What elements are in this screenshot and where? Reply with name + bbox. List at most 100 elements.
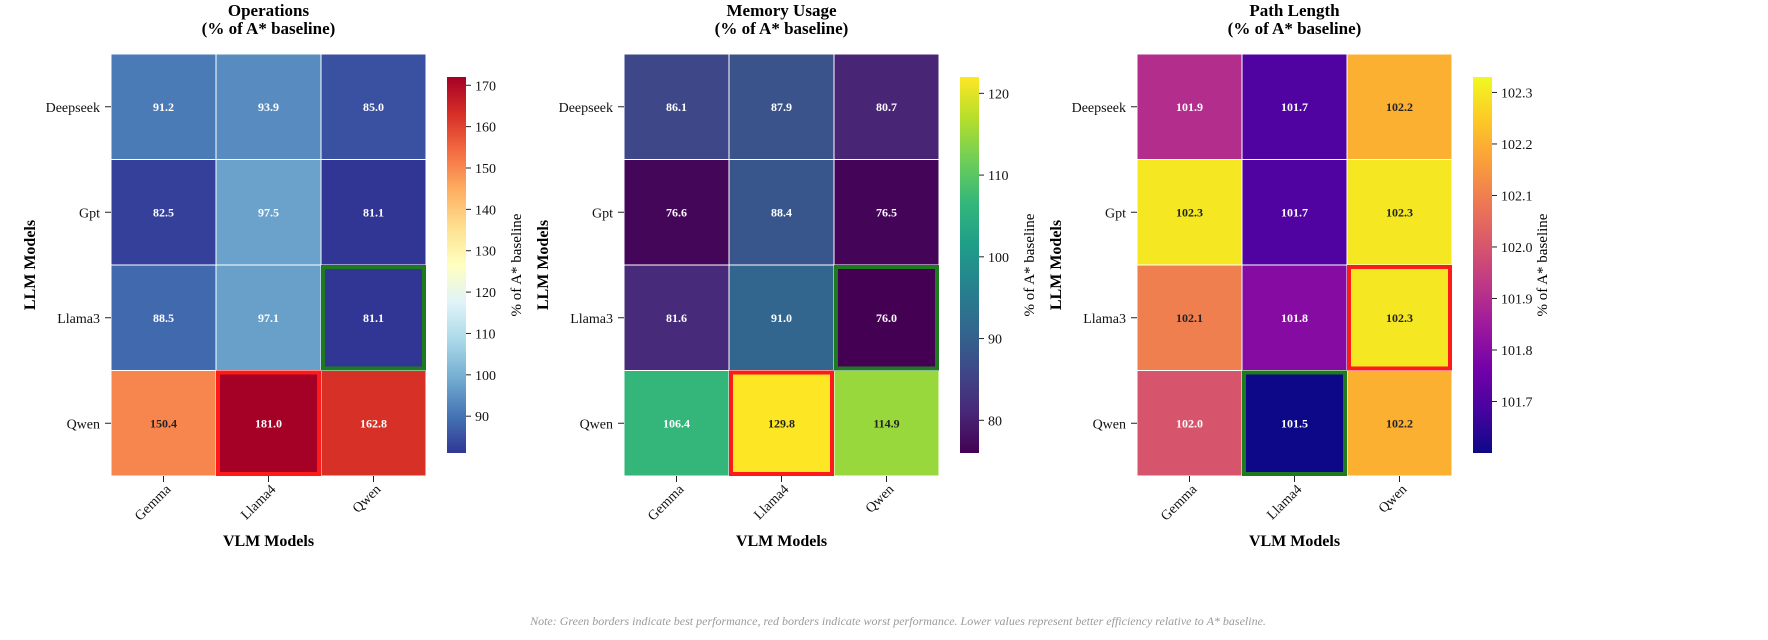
x-tick-label: Gemma — [132, 482, 174, 524]
colorbar-tick-label: 101.8 — [1501, 344, 1533, 359]
y-tick-label: Deepseek — [46, 101, 100, 116]
colorbar-tick-label: 80 — [988, 414, 1002, 429]
x-axis-label: VLM Models — [223, 533, 314, 550]
heatmap-cell — [1241, 159, 1348, 266]
x-tick-label: Gemma — [645, 482, 687, 524]
cell-value-label: 102.0 — [1176, 416, 1203, 430]
cell-value-label: 102.1 — [1176, 311, 1203, 325]
colorbar-tick-label: 90 — [988, 333, 1002, 348]
x-tick-label: Gemma — [1158, 482, 1200, 524]
heatmap-cell — [623, 159, 730, 266]
figure-note: Note: Green borders indicate best perfor… — [529, 614, 1266, 628]
cell-value-label: 162.8 — [360, 416, 387, 430]
heatmap-cell — [623, 370, 730, 477]
colorbar-tick-label: 100 — [988, 251, 1009, 266]
cell-value-label: 101.8 — [1281, 311, 1308, 325]
heatmap-cell — [833, 159, 940, 266]
cell-value-label: 81.1 — [363, 311, 384, 325]
colorbar-tick-label: 101.7 — [1501, 395, 1533, 410]
panel-title-line: (% of A* baseline) — [202, 19, 336, 38]
heatmap-cell — [320, 159, 427, 266]
cell-value-label: 97.5 — [258, 205, 279, 219]
heatmap-cell — [320, 53, 427, 160]
cell-value-label: 181.0 — [255, 416, 282, 430]
cell-value-label: 80.7 — [876, 100, 897, 114]
y-tick-label: Llama3 — [570, 312, 613, 327]
panel-title: Operations (% of A* baseline) — [202, 1, 336, 38]
heatmap-cell — [1136, 159, 1243, 266]
heatmap-cell — [1136, 370, 1243, 477]
cell-value-label: 76.6 — [666, 205, 687, 219]
heatmap-cell — [623, 53, 730, 160]
y-tick-label: Qwen — [67, 417, 100, 432]
worst-cell-border — [729, 370, 834, 476]
cell-value-label: 81.6 — [666, 311, 687, 325]
heatmap-panel-path-length: Path Length (% of A* baseline) 101.9 101.7 1… — [1048, 1, 1551, 550]
colorbar-tick-label: 120 — [475, 286, 496, 301]
x-axis-label: VLM Models — [1249, 533, 1340, 550]
cell-value-label: 81.1 — [363, 205, 384, 219]
x-tick-label: Qwen — [1376, 482, 1410, 516]
cell-value-label: 85.0 — [363, 100, 384, 114]
best-cell-border — [1242, 370, 1347, 476]
panel-title: Path Length (% of A* baseline) — [1228, 1, 1362, 38]
heatmap-cell — [1346, 370, 1453, 477]
best-cell-border — [321, 265, 426, 371]
heatmap-cell — [833, 370, 940, 477]
x-tick-label: Llama4 — [751, 482, 792, 523]
colorbar-label: % of A* baseline — [509, 213, 525, 316]
x-tick-label: Qwen — [350, 482, 384, 516]
cell-value-label: 91.2 — [153, 100, 174, 114]
cell-value-label: 76.5 — [876, 205, 897, 219]
heatmap-cell — [623, 264, 730, 371]
panel-title-line: Memory Usage — [727, 1, 837, 20]
y-axis-label: LLM Models — [22, 220, 39, 310]
colorbar-tick-label: 90 — [475, 410, 489, 425]
y-tick-label: Deepseek — [1072, 101, 1126, 116]
cell-value-label: 150.4 — [150, 416, 177, 430]
cell-value-label: 88.4 — [771, 205, 792, 219]
heatmap-cell — [1136, 264, 1243, 371]
cell-value-label: 102.3 — [1386, 311, 1413, 325]
y-tick-label: Gpt — [79, 206, 100, 221]
best-cell-border — [834, 265, 939, 371]
colorbar — [447, 77, 466, 453]
cell-value-label: 91.0 — [771, 311, 792, 325]
y-axis-label: LLM Models — [535, 220, 552, 310]
cell-value-label: 114.9 — [873, 416, 899, 430]
colorbar-tick-label: 160 — [475, 121, 496, 136]
heatmap-cell — [1241, 370, 1348, 477]
panel-title: Memory Usage (% of A* baseline) — [715, 1, 849, 38]
colorbar-label: % of A* baseline — [1535, 213, 1551, 316]
colorbar-tick-label: 101.9 — [1501, 292, 1533, 307]
heatmap-cell — [1241, 264, 1348, 371]
panel-title-line: Operations — [228, 1, 310, 20]
colorbar-tick-label: 130 — [475, 245, 496, 260]
colorbar-tick-label: 102.3 — [1501, 86, 1533, 101]
colorbar — [960, 77, 979, 453]
heatmap-panel-operations: Operations (% of A* baseline) 91.2 93.9 85.0… — [22, 1, 525, 550]
cell-value-label: 97.1 — [258, 311, 279, 325]
cell-value-label: 82.5 — [153, 205, 174, 219]
cell-value-label: 87.9 — [771, 100, 792, 114]
cell-value-label: 106.4 — [663, 416, 690, 430]
panel-title-line: Path Length — [1249, 1, 1340, 20]
colorbar-tick-label: 150 — [475, 162, 496, 177]
cell-value-label: 93.9 — [258, 100, 279, 114]
y-tick-label: Qwen — [580, 417, 613, 432]
heatmap-cell — [728, 370, 835, 477]
heatmap-cell — [1346, 53, 1453, 160]
colorbar-tick-label: 102.0 — [1501, 241, 1533, 256]
cell-value-label: 101.5 — [1281, 416, 1308, 430]
cell-value-label: 102.3 — [1176, 205, 1203, 219]
panel-title-line: (% of A* baseline) — [715, 19, 849, 38]
cell-value-label: 129.8 — [768, 416, 795, 430]
heatmap-cell — [110, 159, 217, 266]
colorbar-tick-label: 120 — [988, 87, 1009, 102]
heatmap-cell — [215, 159, 322, 266]
x-tick-label: Llama4 — [238, 482, 279, 523]
colorbar-label: % of A* baseline — [1022, 213, 1038, 316]
heatmap-cell — [320, 370, 427, 477]
heatmap-cell — [215, 264, 322, 371]
